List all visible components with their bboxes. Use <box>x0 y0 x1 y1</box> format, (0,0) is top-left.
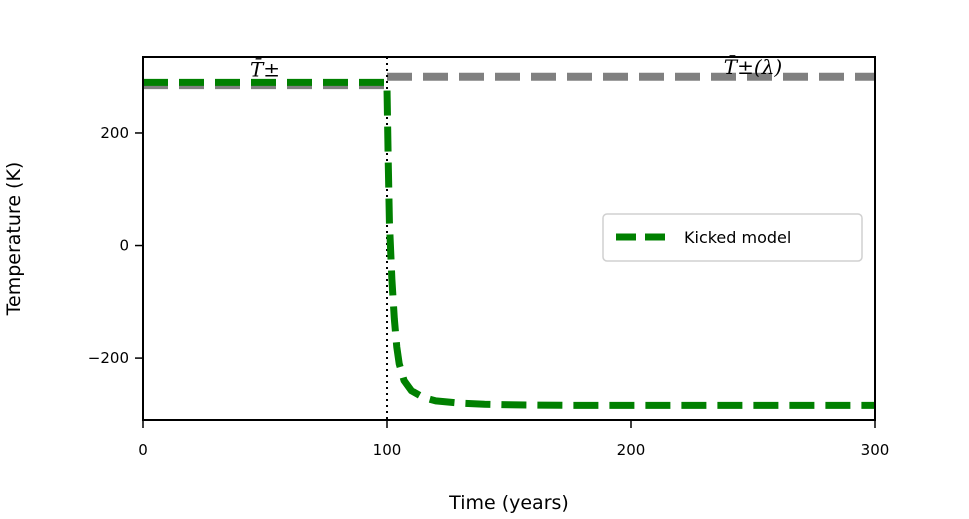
x-tick-label-2: 100 <box>373 441 402 459</box>
x-tick-label-3: 200 <box>617 441 646 459</box>
x-tick-label-1: 0 <box>138 441 148 459</box>
plot-frame <box>142 56 876 421</box>
annotation-label-2: T̄±(λ) <box>724 54 782 79</box>
annotation-layer: T̄± T̄±(λ) <box>250 54 782 81</box>
series-line-1 <box>143 78 875 409</box>
x-tick-label-4: 300 <box>861 441 890 459</box>
y-axis-label: Temperature (K) <box>3 162 25 317</box>
y-tick-label-1: −200 <box>88 349 129 367</box>
legend-series-label: Kicked model <box>684 228 791 247</box>
axis-layer: 0 100 200 300 −200 0 200 Time (years) Temperatur… <box>3 56 890 514</box>
legend-layer: Kicked model <box>602 213 863 262</box>
legend-box <box>602 213 863 262</box>
y-tick-label-3: 200 <box>100 124 129 142</box>
annotation-label-1: T̄± <box>250 57 280 82</box>
x-axis-label: Time (years) <box>448 492 569 514</box>
plot-layer <box>143 57 875 420</box>
y-tick-label-2: 0 <box>119 237 129 255</box>
